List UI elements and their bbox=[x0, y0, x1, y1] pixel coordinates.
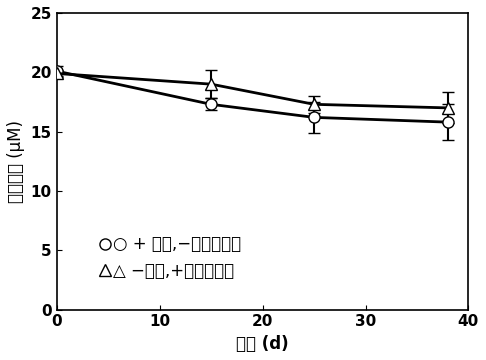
Legend: ○ + 柠条,−培养物接种, △ −柠条,+培养物接种: ○ + 柠条,−培养物接种, △ −柠条,+培养物接种 bbox=[98, 229, 248, 287]
Y-axis label: 五氯苯酚 (μM): 五氯苯酚 (μM) bbox=[7, 120, 25, 203]
X-axis label: 时间 (d): 时间 (d) bbox=[236, 335, 289, 353]
